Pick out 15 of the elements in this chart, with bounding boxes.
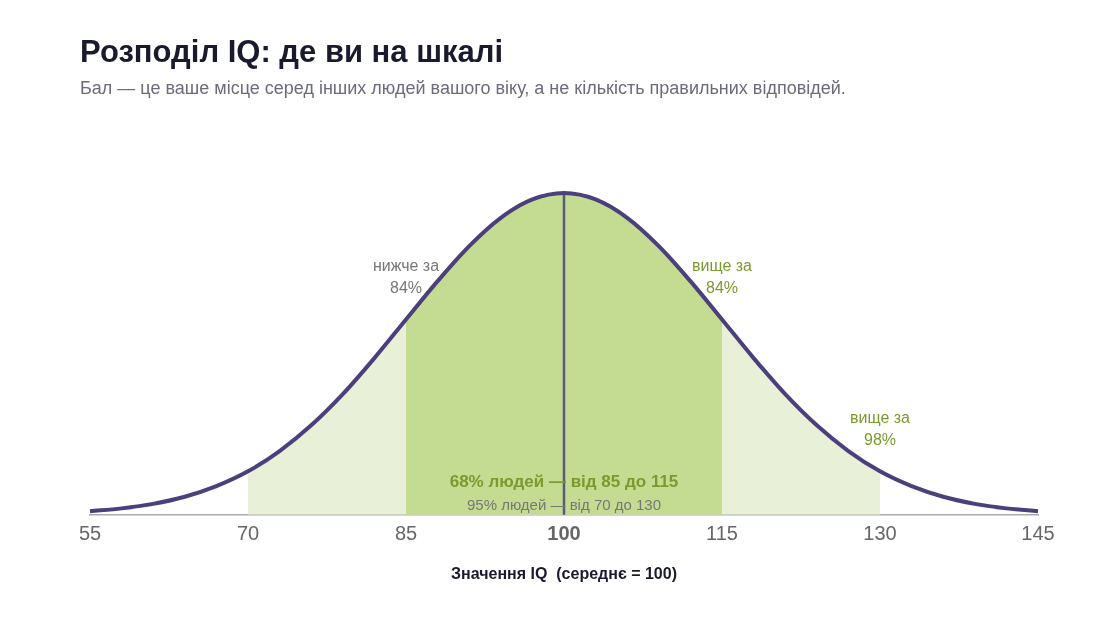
annotation: вище за 98% [850, 409, 911, 449]
x-tick-label: 70 [236, 522, 260, 545]
chart-title: Розподіл IQ: де ви на шкалі [80, 34, 505, 70]
x-tick-label: 55 [78, 522, 102, 545]
annotation: 68% людей — від 85 до 115 [449, 471, 679, 491]
annotation: вище за 84% [692, 257, 753, 297]
annotation: 95% людей — від 70 до 130 [466, 495, 662, 513]
x-tick-label: 115 [706, 522, 738, 545]
chart-subtitle: Бал — це ваше місце серед інших людей вашого віку, а не кількість правильних відповідей. [80, 78, 847, 99]
annotation: нижче за 84% [372, 257, 440, 297]
x-axis-title: Значення IQ (середнє = 100) [451, 564, 677, 582]
x-tick-label: 100 [547, 522, 581, 545]
x-tick-label: 85 [394, 522, 418, 545]
x-tick-label: 130 [863, 522, 897, 545]
x-tick-label: 145 [1021, 522, 1055, 545]
